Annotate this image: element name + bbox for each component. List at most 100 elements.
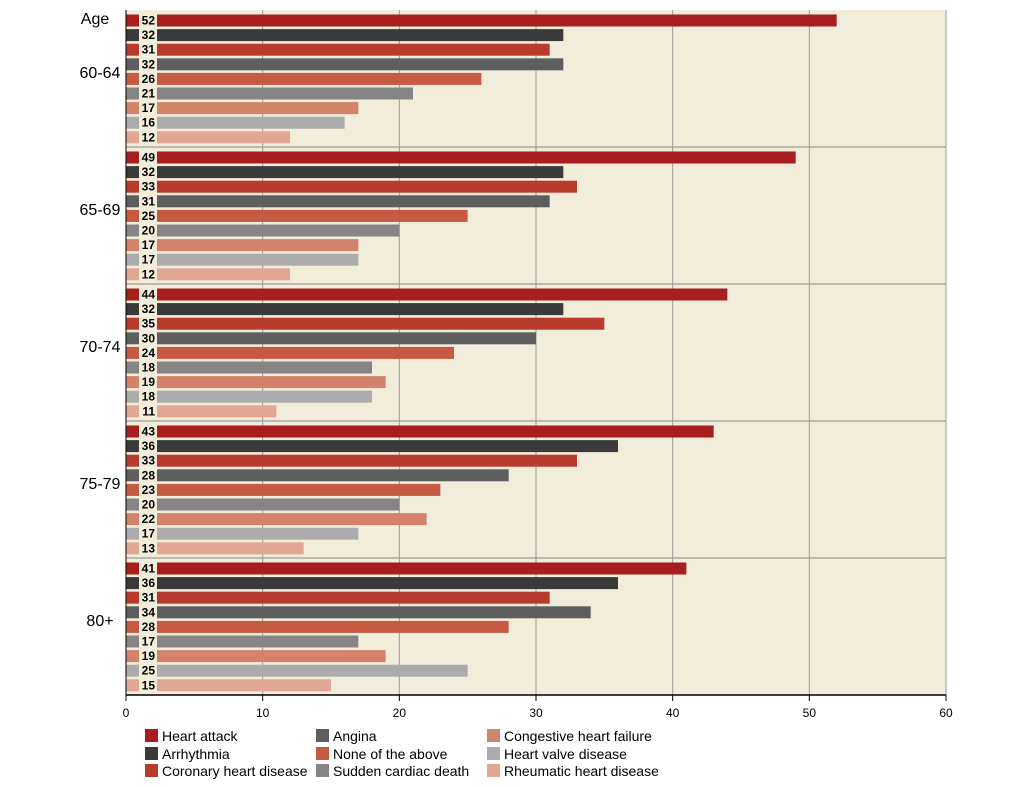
- x-tick-label: 40: [666, 706, 680, 720]
- bar-value-label: 35: [142, 317, 156, 331]
- bar-value-label: 18: [142, 361, 156, 375]
- bar-value-label: 34: [142, 605, 156, 619]
- bar: [157, 679, 331, 692]
- bar: [157, 29, 564, 42]
- bar: [157, 58, 564, 71]
- bar-swatch: [126, 87, 139, 100]
- bar: [157, 253, 359, 266]
- bar-swatch: [126, 425, 139, 438]
- x-tick-label: 10: [256, 706, 270, 720]
- x-tick-label: 50: [803, 706, 817, 720]
- category-labels: 60-64 65-69 70-74 75-79 80+: [80, 65, 121, 630]
- bar: [157, 116, 345, 129]
- bar: [157, 268, 290, 281]
- bar: [157, 151, 796, 164]
- bar-swatch: [126, 498, 139, 511]
- bar-value-label: 21: [142, 87, 156, 101]
- bar-value-label: 20: [142, 224, 156, 238]
- category-label: 70-74: [80, 339, 121, 356]
- bar: [157, 87, 413, 100]
- bar-swatch: [126, 405, 139, 418]
- bar-swatch: [126, 14, 139, 27]
- bar-value-label: 32: [142, 165, 156, 179]
- bar: [157, 650, 386, 663]
- bar-swatch: [126, 513, 139, 526]
- bar-swatch: [126, 650, 139, 663]
- bar-swatch: [126, 679, 139, 692]
- bar-value-label: 26: [142, 72, 156, 86]
- bar-value-label: 43: [142, 425, 156, 439]
- bar: [157, 469, 509, 482]
- bar-value-label: 44: [142, 288, 156, 302]
- bar-value-label: 52: [142, 14, 156, 28]
- bar: [157, 577, 618, 590]
- bar: [157, 346, 454, 359]
- bar: [157, 180, 577, 193]
- bar-swatch: [126, 542, 139, 555]
- category-label: 65-69: [80, 202, 121, 219]
- legend-swatch: [316, 747, 329, 760]
- legend-label: Angina: [333, 728, 377, 744]
- bar-swatch: [126, 131, 139, 144]
- bar-swatch: [126, 195, 139, 208]
- bar-value-label: 12: [142, 267, 156, 281]
- bar-swatch: [126, 180, 139, 193]
- bar: [157, 513, 427, 526]
- bar-swatch: [126, 332, 139, 345]
- legend-label: Rheumatic heart disease: [504, 763, 659, 779]
- bar-swatch: [126, 209, 139, 222]
- bar-swatch: [126, 346, 139, 359]
- bar: [157, 620, 509, 633]
- bar: [157, 166, 564, 179]
- bar-swatch: [126, 303, 139, 316]
- bar: [157, 72, 482, 85]
- bar: [157, 390, 372, 403]
- bar-value-label: 17: [142, 527, 156, 541]
- bar: [157, 606, 591, 619]
- bar-value-label: 17: [142, 253, 156, 267]
- bar-swatch: [126, 635, 139, 648]
- legend-label: Coronary heart disease: [162, 763, 308, 779]
- bar: [157, 131, 290, 144]
- bar-value-label: 25: [142, 209, 156, 223]
- bar-value-label: 17: [142, 238, 156, 252]
- bar-value-label: 49: [142, 151, 156, 165]
- legend-swatch: [145, 764, 158, 777]
- bar-value-label: 19: [142, 375, 156, 389]
- bar-value-label: 32: [142, 302, 156, 316]
- bar-swatch: [126, 664, 139, 677]
- bar: [157, 195, 550, 208]
- bar-value-label: 11: [142, 404, 155, 418]
- legend-label: Sudden cardiac death: [333, 763, 469, 779]
- bar-swatch: [126, 317, 139, 330]
- bar-value-label: 31: [142, 591, 156, 605]
- bar-value-label: 16: [142, 116, 156, 130]
- bar-value-label: 17: [142, 101, 156, 115]
- bar-value-label: 12: [142, 130, 156, 144]
- bar: [157, 483, 441, 496]
- bar: [157, 102, 359, 115]
- legend-label: Heart attack: [162, 728, 238, 744]
- bar-swatch: [126, 390, 139, 403]
- bar: [157, 376, 386, 389]
- bar-value-label: 22: [142, 512, 156, 526]
- bar-swatch: [126, 527, 139, 540]
- bar-value-label: 36: [142, 576, 156, 590]
- bar: [157, 664, 468, 677]
- bar-value-label: 20: [142, 498, 156, 512]
- bar-swatch: [126, 43, 139, 56]
- bar-value-label: 31: [142, 43, 156, 57]
- bar-swatch: [126, 577, 139, 590]
- bar: [157, 454, 577, 467]
- legend-swatch: [145, 729, 158, 742]
- bar-swatch: [126, 239, 139, 252]
- bar-value-label: 30: [142, 331, 156, 345]
- bar-swatch: [126, 376, 139, 389]
- bar-swatch: [126, 166, 139, 179]
- bar: [157, 425, 714, 438]
- legend-label: Arrhythmia: [162, 746, 230, 762]
- bar-swatch: [126, 562, 139, 575]
- bar-value-label: 33: [142, 180, 156, 194]
- legend-swatch: [487, 729, 500, 742]
